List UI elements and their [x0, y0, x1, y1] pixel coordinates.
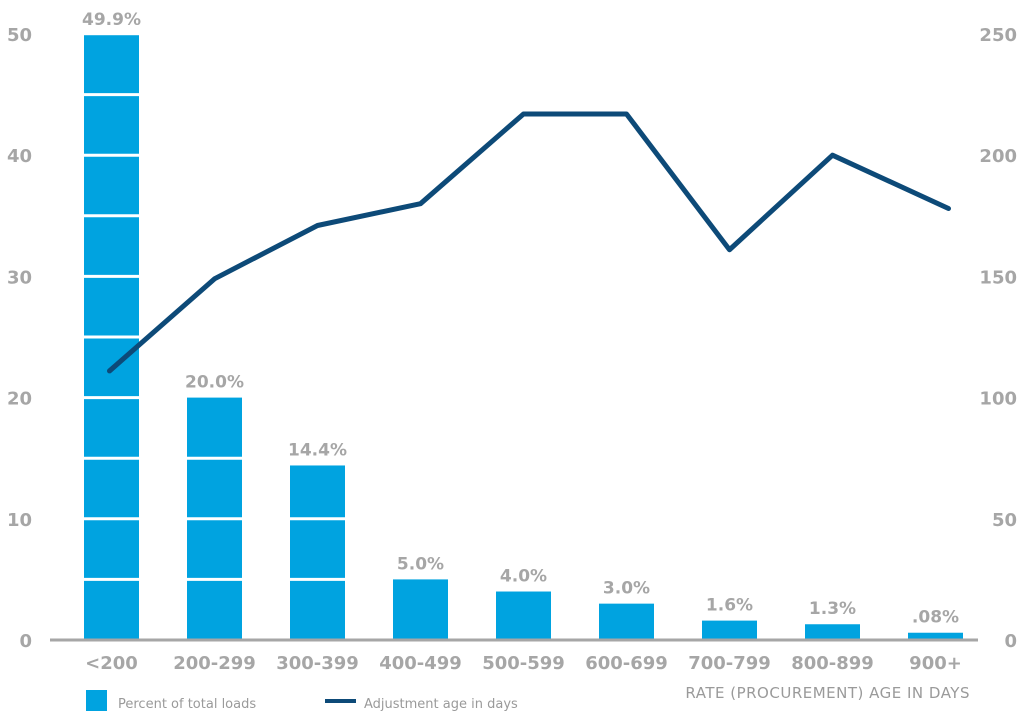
- bar: [290, 465, 345, 640]
- x-axis-ticks: <200 200-299 300-399 400-499 500-599 600-699 7…: [85, 653, 962, 674]
- x-tick-label: 300-399: [276, 653, 359, 674]
- y-right-tick-label: 150: [979, 267, 1017, 288]
- bar-data-label: 49.9%: [82, 10, 141, 30]
- y-left-tick-label: 10: [7, 510, 32, 531]
- legend: Percent of total loads Adjustment age in…: [86, 690, 518, 712]
- y-right-tick-label: 100: [979, 389, 1017, 410]
- y-right-tick-label: 250: [979, 25, 1017, 46]
- legend-label-line: Adjustment age in days: [364, 697, 518, 712]
- legend-label-bars: Percent of total loads: [118, 697, 256, 712]
- x-tick-label: 700-799: [688, 653, 771, 674]
- bar-data-label: 1.3%: [809, 599, 856, 619]
- bar: [599, 603, 654, 640]
- adjustment-age-line: [107, 111, 951, 374]
- bar-data-label: 1.6%: [706, 596, 753, 616]
- legend-swatch-bars: [86, 690, 107, 711]
- bar-data-label: 14.4%: [288, 440, 347, 460]
- bar: [702, 620, 757, 640]
- bar-data-label: 4.0%: [500, 567, 547, 587]
- y-left-tick-label: 40: [7, 146, 32, 167]
- bar: [496, 591, 551, 640]
- x-axis-title: RATE (PROCUREMENT) AGE IN DAYS: [685, 684, 970, 702]
- bar: [908, 632, 963, 640]
- bar-data-labels: 49.9% 20.0% 14.4% 5.0% 4.0% 3.0% 1.6% 1.3% .08%: [82, 10, 959, 628]
- x-tick-label: 900+: [909, 653, 962, 674]
- bar-data-label: .08%: [912, 608, 959, 628]
- x-tick-label: 600-699: [585, 653, 668, 674]
- bar-data-label: 5.0%: [397, 554, 444, 574]
- y-right-tick-label: 50: [992, 510, 1017, 531]
- bar: [805, 624, 860, 640]
- bar-data-label: 20.0%: [185, 373, 244, 393]
- x-tick-label: 200-299: [173, 653, 256, 674]
- y-right-tick-label: 0: [1004, 631, 1017, 652]
- y-axis-right-ticks: 0 50 100 150 200 250: [979, 25, 1017, 652]
- x-tick-label: 400-499: [379, 653, 462, 674]
- y-left-tick-label: 20: [7, 389, 32, 410]
- bar-series: [84, 35, 963, 641]
- x-tick-label: <200: [85, 653, 138, 674]
- x-tick-label: 500-599: [482, 653, 565, 674]
- y-left-tick-label: 0: [19, 631, 32, 652]
- y-axis-left-ticks: 0 10 20 30 40 50: [7, 25, 32, 652]
- line-series: [107, 111, 951, 374]
- bar: [393, 579, 448, 640]
- y-left-tick-label: 30: [7, 267, 32, 288]
- x-tick-label: 800-899: [791, 653, 874, 674]
- y-left-tick-label: 50: [7, 25, 32, 46]
- bar-data-label: 3.0%: [603, 579, 650, 599]
- y-right-tick-label: 200: [979, 146, 1017, 167]
